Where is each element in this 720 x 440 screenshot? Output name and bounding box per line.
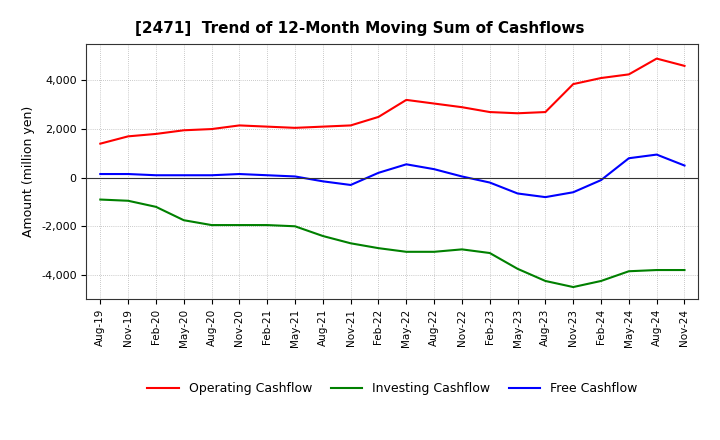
Y-axis label: Amount (million yen): Amount (million yen) <box>22 106 35 237</box>
Free Cashflow <box>346 182 355 187</box>
Line: Investing Cashflow: Investing Cashflow <box>100 200 685 287</box>
Free Cashflow <box>179 172 188 178</box>
Operating Cashflow <box>597 75 606 81</box>
Operating Cashflow <box>207 126 216 132</box>
Operating Cashflow <box>458 105 467 110</box>
Investing Cashflow <box>124 198 132 203</box>
Free Cashflow <box>318 179 327 184</box>
Line: Operating Cashflow: Operating Cashflow <box>100 59 685 143</box>
Investing Cashflow <box>235 223 243 228</box>
Operating Cashflow <box>541 110 550 115</box>
Free Cashflow <box>597 177 606 183</box>
Operating Cashflow <box>374 114 383 120</box>
Investing Cashflow <box>513 266 522 271</box>
Free Cashflow <box>263 172 271 178</box>
Free Cashflow <box>513 191 522 196</box>
Legend: Operating Cashflow, Investing Cashflow, Free Cashflow: Operating Cashflow, Investing Cashflow, … <box>143 377 642 400</box>
Free Cashflow <box>235 172 243 177</box>
Operating Cashflow <box>513 110 522 116</box>
Operating Cashflow <box>624 72 633 77</box>
Text: [2471]  Trend of 12-Month Moving Sum of Cashflows: [2471] Trend of 12-Month Moving Sum of C… <box>135 21 585 36</box>
Free Cashflow <box>402 161 410 167</box>
Free Cashflow <box>541 194 550 200</box>
Investing Cashflow <box>652 268 661 273</box>
Investing Cashflow <box>152 204 161 209</box>
Investing Cashflow <box>402 249 410 254</box>
Free Cashflow <box>569 190 577 195</box>
Operating Cashflow <box>96 141 104 146</box>
Operating Cashflow <box>485 110 494 115</box>
Operating Cashflow <box>291 125 300 131</box>
Investing Cashflow <box>96 197 104 202</box>
Operating Cashflow <box>680 63 689 69</box>
Operating Cashflow <box>569 81 577 87</box>
Investing Cashflow <box>291 224 300 229</box>
Investing Cashflow <box>179 217 188 223</box>
Investing Cashflow <box>485 250 494 256</box>
Investing Cashflow <box>318 233 327 238</box>
Operating Cashflow <box>318 124 327 129</box>
Free Cashflow <box>96 172 104 177</box>
Investing Cashflow <box>569 284 577 290</box>
Operating Cashflow <box>152 131 161 136</box>
Line: Free Cashflow: Free Cashflow <box>100 154 685 197</box>
Free Cashflow <box>291 174 300 179</box>
Investing Cashflow <box>458 247 467 252</box>
Operating Cashflow <box>652 56 661 61</box>
Investing Cashflow <box>597 279 606 284</box>
Free Cashflow <box>485 180 494 185</box>
Investing Cashflow <box>624 268 633 274</box>
Free Cashflow <box>124 172 132 177</box>
Investing Cashflow <box>374 246 383 251</box>
Free Cashflow <box>652 152 661 157</box>
Operating Cashflow <box>179 128 188 133</box>
Investing Cashflow <box>541 279 550 284</box>
Operating Cashflow <box>235 123 243 128</box>
Investing Cashflow <box>430 249 438 254</box>
Investing Cashflow <box>680 268 689 273</box>
Free Cashflow <box>680 163 689 168</box>
Operating Cashflow <box>346 123 355 128</box>
Operating Cashflow <box>402 97 410 103</box>
Free Cashflow <box>152 172 161 178</box>
Free Cashflow <box>624 156 633 161</box>
Free Cashflow <box>374 170 383 176</box>
Free Cashflow <box>458 174 467 179</box>
Investing Cashflow <box>263 223 271 228</box>
Operating Cashflow <box>124 134 132 139</box>
Investing Cashflow <box>346 241 355 246</box>
Operating Cashflow <box>430 101 438 106</box>
Operating Cashflow <box>263 124 271 129</box>
Free Cashflow <box>207 172 216 178</box>
Investing Cashflow <box>207 223 216 228</box>
Free Cashflow <box>430 166 438 172</box>
